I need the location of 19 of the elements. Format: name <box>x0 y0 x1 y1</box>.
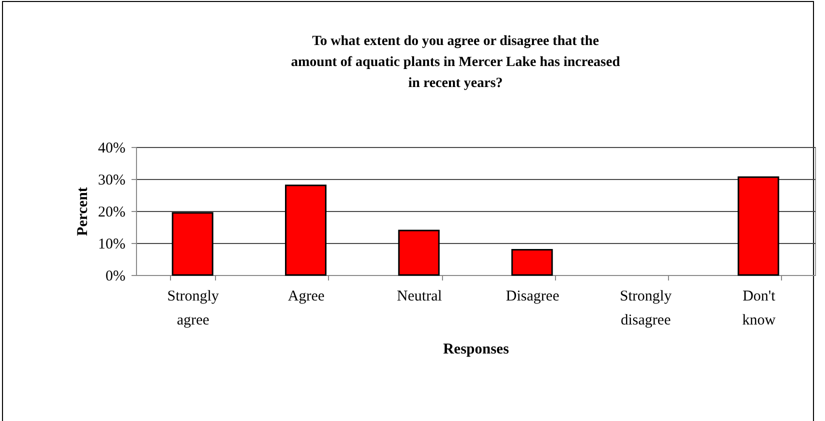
y-axis-title: Percent <box>75 187 92 236</box>
chart-title: To what extent do you agree or disagree that the amount of aquatic plants in Mercer Lake has increased in recent years? <box>290 34 620 91</box>
x-tick-label: Agree <box>288 288 325 304</box>
y-tick-label: 30% <box>98 172 126 188</box>
bar <box>285 184 326 276</box>
y-tick-label: 0% <box>106 268 126 284</box>
y-tick-label: 10% <box>98 236 126 252</box>
x-tick-label: Strongly agree <box>167 288 220 328</box>
bar <box>172 212 214 276</box>
y-tick-label: 40% <box>98 140 126 156</box>
y-tick-label: 20% <box>98 204 126 220</box>
bar <box>738 176 780 276</box>
x-tick-label: Don't know <box>742 288 776 328</box>
bar <box>511 248 553 276</box>
x-tick-label: Strongly disagree <box>620 288 672 328</box>
x-tick-label: Disagree <box>506 288 560 304</box>
x-tick-label: Neutral <box>396 288 442 304</box>
x-axis-title: Responses <box>443 342 510 358</box>
bar <box>398 230 440 276</box>
